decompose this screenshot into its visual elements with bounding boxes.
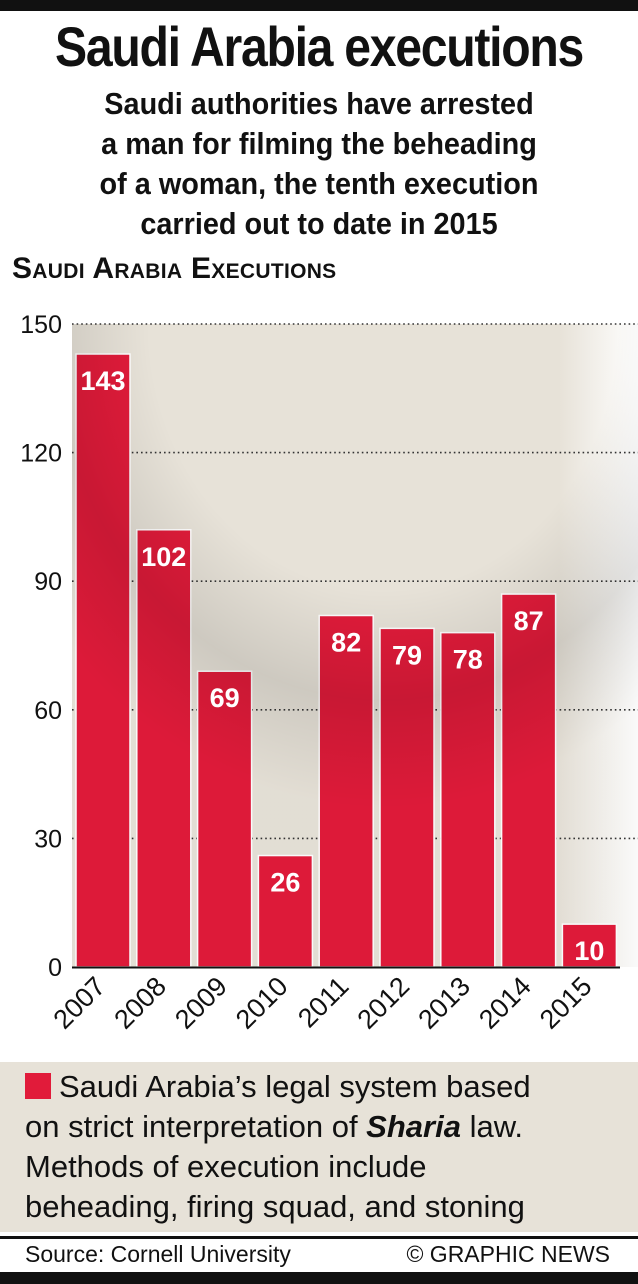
x-tick-label: 2010 [230,971,294,1035]
subtitle-line: a man for filming the beheading [101,126,537,161]
y-tick-label: 0 [48,954,62,982]
x-tick-label: 2008 [108,971,172,1035]
bar-2013 [440,631,496,968]
note-text: Saudi Arabia’s legal system based [59,1069,531,1104]
data-label: 26 [270,868,300,898]
bar-2009 [196,670,253,968]
note-line: on strict interpretation of Sharia law. [25,1108,523,1146]
note-line: Saudi Arabia’s legal system based [25,1068,531,1106]
data-labels: 143 102 69 26 82 79 78 87 10 [80,366,604,966]
data-label: 87 [514,606,544,636]
y-tick-label: 60 [34,697,62,725]
publisher-credit: © GRAPHIC NEWS [406,1241,610,1267]
y-axis: 0 30 60 90 120 150 [20,311,62,982]
bar-2014 [500,593,557,968]
data-label: 143 [80,366,125,396]
data-label: 78 [453,645,483,675]
note-emphasis: Sharia [366,1109,461,1144]
note-text: law. [460,1109,523,1144]
x-tick-label: 2012 [352,971,416,1035]
data-label: 69 [210,683,240,713]
data-label: 79 [392,640,422,670]
subtitle-line: of a woman, the tenth execution [99,166,539,201]
data-label: 82 [331,627,361,657]
subtitle: Saudi authorities have arrested a man fo… [22,84,615,244]
footer-rule [0,1236,638,1239]
chart-title: Saudi Arabia Executions [12,252,337,285]
y-tick-label: 150 [20,311,62,339]
note-line: beheading, firing squad, and stoning [25,1189,525,1224]
y-tick-label: 90 [34,568,62,596]
y-tick-label: 30 [34,825,62,853]
x-tick-label: 2014 [473,971,537,1035]
note-text: on strict interpretation of [25,1109,367,1144]
x-tick-label: 2015 [534,971,598,1035]
x-tick-label: 2013 [412,971,476,1035]
top-rule [0,0,638,11]
source-credit: Source: Cornell University [25,1241,291,1267]
x-tick-label: 2009 [169,971,233,1035]
bar-2007 [75,353,131,968]
page-title: Saudi Arabia executions [55,15,584,78]
bar-2008 [136,529,192,968]
x-tick-label: 2011 [292,971,354,1033]
bar-2012 [379,627,435,968]
subtitle-line: Saudi authorities have arrested [104,86,534,121]
bar-2011 [318,614,374,968]
bar-chart: 0 30 60 90 120 150 143 102 69 26 82 79 78 87 10 20072… [20,311,638,1035]
note-line: Methods of execution include [25,1149,427,1184]
data-label: 102 [141,542,186,572]
data-label: 10 [574,936,604,966]
y-tick-label: 120 [20,440,62,468]
info-panel: Saudi Arabia’s legal system based on str… [0,1062,638,1232]
bottom-rule [0,1272,638,1284]
subtitle-line: carried out to date in 2015 [140,206,498,241]
red-square-icon [25,1073,51,1099]
